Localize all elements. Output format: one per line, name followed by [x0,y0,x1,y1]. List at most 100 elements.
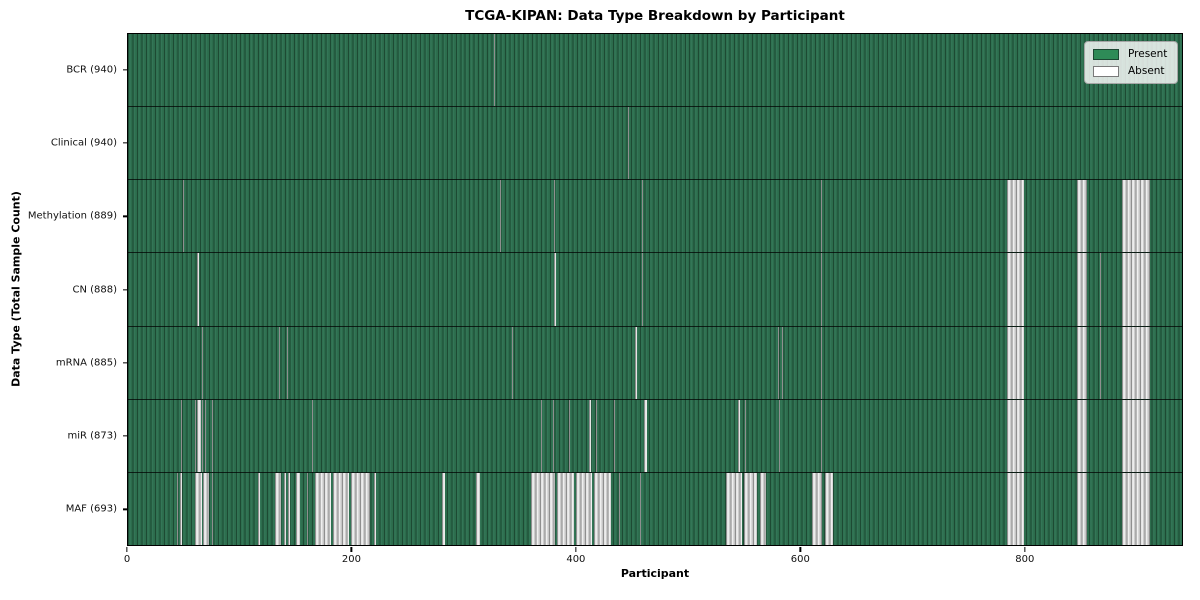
y-tick-label: MAF (693) [65,503,117,515]
y-tick-mark [122,508,127,510]
absent-segment [274,472,282,545]
absent-segment [315,472,331,545]
x-tick-mark [575,547,577,552]
absent-segment [531,472,555,545]
x-tick-mark [799,547,801,552]
absent-segment [1121,326,1150,399]
absent-segment [350,472,370,545]
absent-segment [1076,180,1087,253]
x-tick-mark [126,547,128,552]
absent-segment [512,326,514,399]
absent-segment [824,472,833,545]
absent-segment [745,399,747,472]
absent-segment [1007,326,1025,399]
absent-segment [257,472,261,545]
y-tick-label: Clinical (940) [50,137,117,149]
y-tick-label: miR (873) [67,430,117,442]
absent-segment [197,253,199,326]
legend-swatch-present-icon [1093,48,1119,60]
absent-segment [212,399,214,472]
absent-segment [1100,326,1102,399]
absent-segment [499,180,501,253]
absent-segment [553,253,556,326]
absent-segment [1076,399,1087,472]
chart-title: TCGA-KIPAN: Data Type Breakdown by Parti… [465,8,845,24]
absent-segment [179,472,182,545]
absent-segment [441,472,445,545]
absent-segment [556,472,574,545]
x-tick-label: 0 [123,554,131,565]
absent-segment [627,107,629,180]
absent-segment [287,326,289,399]
absent-segment [596,399,598,472]
absent-segment [1076,326,1087,399]
absent-segment [1007,253,1025,326]
absent-segment [614,399,616,472]
y-tick-mark [122,142,127,144]
x-tick-label: 600 [790,554,810,565]
heatmap-row [128,325,1182,399]
legend-item: Present [1093,48,1167,60]
absent-segment [782,326,784,399]
heatmap-row [128,471,1182,545]
absent-segment [279,326,281,399]
x-tick-mark [350,547,353,552]
absent-segment [197,399,201,472]
y-tick-mark [122,68,127,71]
absent-segment [182,180,184,253]
plot-area [127,33,1183,546]
absent-segment [812,472,823,545]
absent-segment [642,253,644,326]
legend-item: Absent [1093,65,1167,77]
heatmap-row [128,252,1182,326]
absent-segment [1121,472,1150,545]
absent-segment [311,399,313,472]
absent-segment [821,399,823,472]
heatmap-row [128,398,1182,472]
y-tick-label: BCR (940) [66,64,117,76]
absent-segment [639,472,641,545]
absent-segment [759,472,767,545]
legend-label: Present [1128,48,1168,60]
x-tick-label: 200 [341,554,361,565]
absent-segment [576,472,592,545]
absent-segment [494,34,496,107]
absent-segment [1076,472,1087,545]
y-tick-mark [122,288,127,291]
absent-segment [180,399,182,472]
absent-segment [821,180,823,253]
legend: Present Absent [1084,41,1179,84]
y-tick-label: mRNA (885) [55,357,117,369]
absent-segment [205,399,207,472]
y-axis: BCR (940) Clinical (940) Methylation (889)… [0,33,127,546]
absent-segment [635,326,637,399]
heatmap-row [128,106,1182,180]
absent-segment [821,326,823,399]
absent-segment [644,399,647,472]
absent-segment [288,472,291,545]
y-tick-mark [122,362,127,364]
x-axis-title: Participant [620,567,690,580]
absent-segment [589,399,591,472]
legend-swatch-absent-icon [1093,65,1119,77]
absent-segment [201,326,204,399]
heatmap-row [128,179,1182,253]
absent-segment [1121,399,1150,472]
y-tick-mark [122,435,127,437]
absent-segment [642,180,644,253]
absent-segment [296,472,301,545]
absent-segment [1076,253,1087,326]
heatmap-row [128,34,1182,107]
y-tick-label: CN (888) [72,284,117,295]
absent-segment [821,253,823,326]
absent-segment [593,472,611,545]
absent-segment [552,399,554,472]
absent-segment [541,399,543,472]
x-tick-label: 800 [1015,554,1035,565]
y-tick-mark [122,215,127,217]
absent-segment [212,472,214,545]
absent-segment [1100,253,1102,326]
absent-segment [744,472,758,545]
absent-segment [777,326,779,399]
